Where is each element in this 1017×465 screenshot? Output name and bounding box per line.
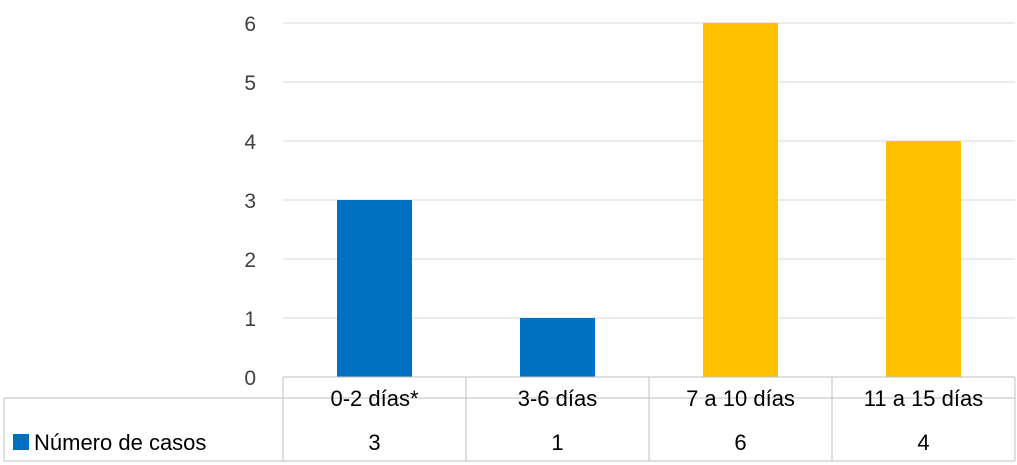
x-category-label: 11 a 15 días [864,386,983,411]
data-table-value: 1 [551,430,563,455]
bar [520,318,595,377]
y-tick-label: 3 [244,190,256,213]
y-tick-label: 4 [244,131,256,154]
x-category-label: 0-2 días* [330,386,418,411]
bar [337,200,412,377]
bar [886,141,961,377]
bar [703,23,778,377]
y-tick-label: 2 [244,249,256,272]
x-category-label: 3-6 días [518,386,598,411]
data-table: 0-2 días* 3-6 días 7 a 10 días 11 a 15 días… [3,376,1016,462]
legend-swatch [13,434,29,450]
bars [337,23,961,377]
y-tick-label: 6 [244,13,256,36]
y-tick-label: 5 [244,72,256,95]
data-table-value: 6 [734,430,746,455]
x-category-label: 7 a 10 días [686,386,795,411]
data-table-value: 4 [917,430,929,455]
data-table-value: 3 [368,430,380,455]
legend-series-name: Número de casos [34,430,206,455]
y-axis-ticks: 0 1 2 3 4 5 6 [244,13,256,390]
y-tick-label: 0 [244,367,256,390]
y-tick-label: 1 [244,308,256,331]
